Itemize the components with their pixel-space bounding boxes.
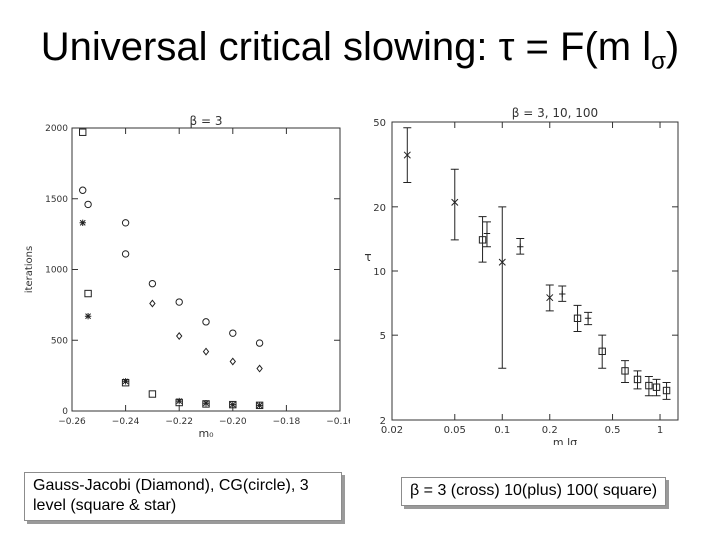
right-error-bar-square [644, 375, 653, 397]
right-x-tick-label: 0.1 [494, 425, 510, 436]
left-point-diamond [202, 347, 210, 356]
right-point-cross [498, 258, 506, 266]
right-error-bar-cross [450, 168, 459, 241]
caption-right: β = 3 (cross) 10(plus) 100( square) [401, 477, 667, 506]
right-point-square [652, 383, 661, 391]
right-x-tick-label: 1 [657, 425, 663, 436]
caption-left: Gauss-Jacobi (Diamond), CG(circle), 3 le… [24, 472, 342, 521]
left-point-circle [148, 279, 157, 288]
left-point-diamond [256, 364, 263, 373]
right-error-bar-square [478, 216, 487, 263]
right-point-plus [483, 230, 491, 237]
left-x-tick-label: −0.26 [58, 417, 86, 427]
right-point-square [645, 381, 653, 390]
right-x-tick-label: 0.02 [381, 425, 403, 436]
left-point-circle [229, 329, 237, 337]
left-point-diamond [229, 357, 237, 366]
left-point-diamond [149, 299, 156, 308]
right-point-plus [517, 243, 524, 250]
left-y-tick-label: 1500 [45, 195, 68, 205]
left-point-star [176, 397, 183, 405]
left-point-star [79, 219, 86, 227]
left-y-tick-label: 2000 [45, 124, 68, 134]
right-x-tick-label: 0.5 [605, 425, 621, 436]
right-error-bar-square [662, 381, 671, 400]
right-point-square [598, 347, 606, 356]
left-point-diamond [175, 332, 183, 341]
right-chart-title: β = 3, 10, 100 [512, 106, 598, 120]
left-point-circle [79, 186, 87, 194]
left-point-circle [255, 339, 264, 347]
left-y-tick-label: 500 [51, 336, 68, 346]
left-y-tick-label: 1000 [45, 266, 68, 276]
right-chart: 0.02 0.05 0.1 0.2 0.5 1 2 5 10 20 50 β = 3, 10, 100… [364, 106, 679, 445]
right-point-square [662, 386, 671, 395]
right-x-tick-label: 0.05 [444, 425, 466, 436]
right-point-square [633, 375, 642, 384]
right-point-plus [559, 290, 566, 298]
slide-title: Universal critical slowing: τ = F(m lσ) [0, 22, 720, 87]
left-point-square [84, 289, 92, 298]
left-x-axis-label: m₀ [198, 427, 214, 440]
left-point-star [122, 378, 129, 385]
right-error-bar-square [621, 360, 630, 383]
right-point-cross [451, 198, 459, 206]
right-point-cross [403, 151, 411, 159]
left-x-tick-label: −0.16 [326, 417, 350, 427]
left-x-tick-label: −0.24 [112, 417, 140, 427]
right-point-square [573, 314, 582, 322]
slide-title-text: Universal critical slowing: τ = F(m l [40, 25, 652, 69]
right-error-bar-square [633, 370, 642, 390]
right-y-axis-label: τ [364, 250, 371, 264]
left-point-circle [121, 250, 130, 258]
right-error-bar-square [598, 334, 607, 369]
right-y-tick-label: 10 [373, 267, 386, 278]
left-point-star [202, 400, 210, 407]
right-y-tick-label: 20 [373, 203, 386, 214]
left-plot-frame [71, 127, 341, 412]
right-point-cross [546, 294, 554, 302]
left-x-tick-label: −0.20 [219, 417, 247, 427]
slide-title-subscript: σ [651, 48, 666, 75]
left-point-circle [175, 298, 183, 306]
right-y-tick-label: 50 [373, 118, 386, 129]
right-point-square [478, 236, 487, 244]
left-x-tick-label: −0.22 [165, 417, 193, 427]
left-point-star [229, 401, 236, 408]
right-error-bar-square [652, 378, 661, 397]
left-point-square [148, 390, 157, 398]
left-y-axis-label: iterations [24, 246, 35, 293]
left-point-star [256, 402, 263, 409]
left-y-tick-label: 0 [62, 407, 68, 417]
left-point-square [79, 128, 87, 136]
slide-title-close: ) [665, 25, 680, 69]
right-y-tick-label: 2 [380, 416, 386, 427]
left-chart: −0.26 −0.24 −0.22 −0.20 −0.18 −0.16 0 500 1000 15… [24, 114, 350, 440]
left-point-circle [84, 200, 92, 209]
right-point-square [621, 367, 629, 375]
left-chart-title: β = 3 [190, 114, 223, 128]
right-x-tick-label: 0.2 [542, 425, 558, 436]
right-x-axis-label: m lσ [553, 436, 577, 445]
left-x-tick-label: −0.18 [273, 417, 301, 427]
right-error-bar-cross [498, 206, 507, 369]
right-point-plus [584, 315, 592, 322]
left-point-circle [121, 219, 130, 227]
right-plot-frame [391, 121, 679, 421]
left-point-star [84, 312, 92, 320]
left-point-circle [202, 318, 210, 326]
right-y-tick-label: 5 [380, 331, 386, 342]
right-error-bar-square [573, 304, 582, 333]
